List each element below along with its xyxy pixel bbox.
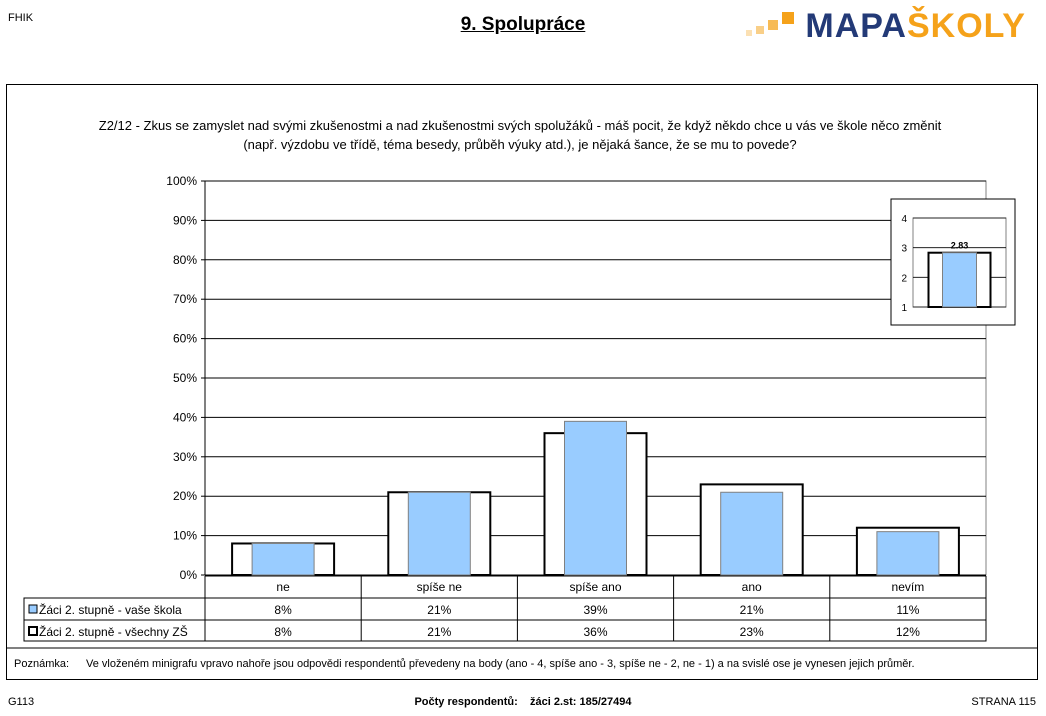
chart-frame bbox=[6, 84, 1038, 680]
logo-text-part2: ŠKOLY bbox=[906, 7, 1026, 45]
y-tick-label: 30% bbox=[173, 450, 197, 464]
data-label-vase-skola: 21% bbox=[427, 603, 451, 617]
mini-value-label: 2.83 bbox=[951, 241, 969, 251]
y-tick-label: 50% bbox=[173, 371, 197, 385]
y-tick-label: 70% bbox=[173, 292, 197, 306]
footer-code: G113 bbox=[8, 696, 35, 708]
category-label: nevím bbox=[892, 580, 925, 594]
question-line-2: (např. výzdobu ve třídě, téma besedy, pr… bbox=[243, 137, 797, 152]
bar-vase-skola bbox=[876, 531, 940, 576]
data-label-vase-skola: 39% bbox=[583, 603, 607, 617]
logo-text-part1: MAPA bbox=[805, 7, 907, 45]
mini-y-tick-label: 2 bbox=[901, 273, 907, 284]
data-label-vsechny-zs: 12% bbox=[896, 625, 920, 639]
mini-bar-vase-skola bbox=[942, 252, 977, 308]
question-line-1: Z2/12 - Zkus se zamyslet nad svými zkuše… bbox=[98, 118, 942, 133]
bar-vase-skola bbox=[407, 491, 471, 576]
note-label: Poznámka: bbox=[14, 658, 70, 670]
y-tick-label: 100% bbox=[166, 174, 197, 188]
y-tick-label: 20% bbox=[173, 489, 197, 503]
respondents-label: Počty respondentů: bbox=[414, 696, 518, 708]
legend-key-vsechny-zs bbox=[28, 626, 38, 636]
legend-label-vsechny-zs: Žáci 2. stupně - všechny ZŠ bbox=[39, 624, 188, 639]
data-label-vsechny-zs: 36% bbox=[583, 625, 607, 639]
logo-text: MAPAŠKOLY bbox=[805, 8, 1026, 44]
data-label-vase-skola: 8% bbox=[274, 603, 292, 617]
y-tick-label: 60% bbox=[173, 332, 197, 346]
y-tick-label: 10% bbox=[173, 529, 197, 543]
respondents-count: Počty respondentů: žáci 2.st: 185/27494 bbox=[0, 696, 1046, 708]
data-label-vsechny-zs: 8% bbox=[274, 625, 292, 639]
data-label-vase-skola: 11% bbox=[896, 603, 919, 617]
logo-squares-icon bbox=[746, 12, 794, 36]
page-number: STRANA 115 bbox=[971, 696, 1036, 708]
y-tick-label: 90% bbox=[173, 213, 197, 227]
data-label-vsechny-zs: 23% bbox=[740, 625, 764, 639]
mini-y-tick-label: 1 bbox=[901, 303, 907, 314]
category-label: ano bbox=[742, 580, 762, 594]
bar-vase-skola bbox=[720, 491, 784, 576]
report-code: FHIK bbox=[8, 12, 34, 24]
note-text: Ve vloženém minigrafu vpravo nahoře jsou… bbox=[86, 658, 915, 670]
respondents-value: žáci 2.st: 185/27494 bbox=[530, 696, 632, 708]
y-tick-label: 0% bbox=[180, 568, 198, 582]
category-label: ne bbox=[276, 580, 290, 594]
mini-y-tick-label: 3 bbox=[901, 244, 907, 255]
legend-key-vase-skola bbox=[28, 604, 38, 614]
data-label-vase-skola: 21% bbox=[740, 603, 764, 617]
legend-label-vase-skola: Žáci 2. stupně - vaše škola bbox=[39, 602, 182, 617]
y-tick-label: 80% bbox=[173, 253, 197, 267]
page-title: 9. Spolupráce bbox=[460, 14, 586, 35]
question-text: Z2/12 - Zkus se zamyslet nad svými zkuše… bbox=[20, 116, 1020, 154]
mini-y-tick-label: 4 bbox=[901, 214, 907, 225]
category-label: spíše ano bbox=[569, 580, 621, 594]
category-label: spíše ne bbox=[417, 580, 463, 594]
data-label-vsechny-zs: 21% bbox=[427, 625, 451, 639]
bar-vase-skola bbox=[564, 420, 627, 576]
bar-vase-skola bbox=[251, 542, 315, 576]
y-tick-label: 40% bbox=[173, 410, 197, 424]
